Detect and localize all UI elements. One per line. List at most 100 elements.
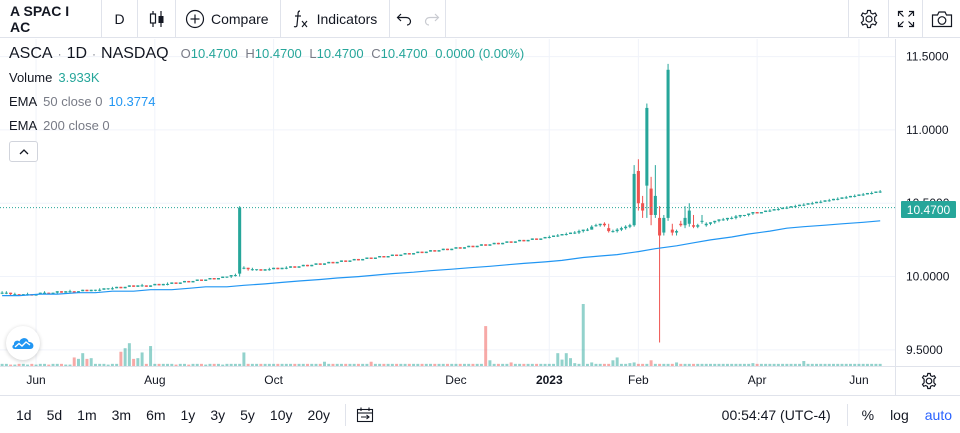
fullscreen-button[interactable]: [888, 0, 922, 38]
indicators-button[interactable]: Indicators: [281, 0, 391, 38]
candle-body: [683, 217, 687, 226]
volume-bar: [407, 363, 411, 366]
volume-bar: [853, 363, 857, 366]
volume-bar: [802, 361, 806, 366]
volume-bar: [768, 363, 772, 366]
candle-body: [539, 238, 543, 240]
time-tick-label: Aug: [144, 373, 165, 387]
candle-body: [649, 188, 653, 215]
settings-button[interactable]: [848, 0, 888, 38]
volume-bar: [106, 364, 110, 366]
tradingview-logo[interactable]: [6, 326, 40, 360]
candle-body: [407, 253, 411, 255]
compare-button[interactable]: Compare: [176, 0, 281, 38]
volume-bar: [327, 363, 331, 366]
candle-body: [250, 269, 254, 271]
volume-bar: [632, 362, 636, 366]
chart-type-button[interactable]: [138, 0, 176, 38]
volume-bar: [598, 363, 602, 366]
range-20y[interactable]: 20y: [307, 406, 331, 423]
range-1d[interactable]: 1d: [16, 406, 32, 423]
candle-body: [458, 247, 462, 249]
candle-body: [594, 225, 598, 227]
candle-body: [161, 283, 165, 286]
volume-bar: [17, 363, 21, 366]
candle-body: [526, 239, 530, 242]
candle-body: [713, 220, 717, 223]
volume-bar: [848, 363, 852, 366]
candle-body: [17, 294, 21, 296]
volume-bar: [132, 358, 136, 366]
volume-bar: [221, 364, 225, 366]
snapshot-button[interactable]: [922, 0, 960, 38]
range-1y[interactable]: 1y: [180, 406, 196, 423]
candle-body: [365, 257, 369, 259]
compare-label: Compare: [211, 10, 269, 27]
candle-body: [624, 226, 628, 229]
legend-collapse-button[interactable]: [9, 141, 38, 162]
candle-body: [535, 238, 539, 240]
candle-body: [708, 222, 713, 224]
range-3m[interactable]: 3m: [111, 406, 132, 423]
range-10y[interactable]: 10y: [269, 406, 293, 423]
time-scale-labels[interactable]: Jun Aug Oct Dec 2023 Feb Apr Jun: [26, 373, 868, 387]
volume-bar: [386, 363, 390, 366]
volume-bar: [399, 363, 403, 366]
volume-bar: [289, 363, 293, 366]
candle-body: [199, 279, 204, 281]
interval-button[interactable]: D: [102, 0, 138, 38]
candle-body: [403, 253, 407, 255]
candle-body: [819, 201, 823, 203]
candle-body: [153, 283, 157, 286]
legend-volume-row[interactable]: Volume 3.933K: [9, 65, 524, 89]
volume-bar: [738, 363, 742, 366]
volume-bar: [119, 351, 123, 366]
candle-body: [768, 210, 772, 212]
volume-bar: [441, 363, 445, 366]
ema50-value: 10.3774: [108, 93, 156, 109]
range-3y[interactable]: 3y: [210, 406, 226, 423]
volume-bar: [526, 363, 530, 366]
volume-bar: [420, 363, 424, 366]
symbol-search-button[interactable]: A SPAC I AC: [0, 0, 102, 38]
candle-body: [662, 217, 666, 233]
volume-bar: [471, 363, 475, 366]
clock-time[interactable]: 00:54:47 (UTC-4): [722, 404, 848, 426]
volume-bar: [187, 364, 191, 366]
candle-body: [725, 217, 729, 220]
candle-body: [484, 244, 488, 246]
axis-settings-button[interactable]: [920, 372, 938, 390]
candle-body: [4, 292, 8, 294]
legend-title[interactable]: ASCA · 1D · NASDAQ: [9, 45, 169, 62]
bottom-toolbar: 1d 5d 1m 3m 6m 1y 3y 5y 10y 20y 00:54:47…: [0, 395, 960, 433]
volume-bar: [369, 361, 373, 366]
volume-bar: [352, 363, 356, 366]
candle-body: [467, 245, 471, 248]
candle-body: [568, 232, 573, 235]
log-toggle[interactable]: log: [890, 407, 909, 423]
candle-body: [9, 292, 13, 295]
candle-body: [369, 257, 373, 259]
percent-toggle[interactable]: %: [861, 407, 875, 423]
candle-body: [831, 198, 836, 201]
candle-body: [738, 214, 742, 217]
calendar-range-icon[interactable]: [356, 407, 374, 423]
redo-icon[interactable]: [424, 12, 440, 26]
undo-icon[interactable]: [396, 12, 412, 26]
volume-bar: [429, 363, 433, 366]
auto-toggle[interactable]: auto: [924, 407, 952, 423]
candle-body: [857, 194, 861, 196]
range-5d[interactable]: 5d: [46, 406, 63, 423]
legend-ema200-row[interactable]: EMA 200 close 0: [9, 113, 524, 137]
legend-ema50-row[interactable]: EMA 50 close 0 10.3774: [9, 89, 524, 113]
volume-bar: [573, 363, 577, 366]
range-5y[interactable]: 5y: [240, 406, 255, 423]
range-6m[interactable]: 6m: [146, 406, 166, 423]
volume-bar: [293, 363, 297, 366]
candle-body: [653, 195, 657, 215]
range-1m[interactable]: 1m: [77, 406, 97, 423]
candle-body: [806, 203, 810, 205]
candle-body: [85, 289, 89, 292]
volume-bar: [501, 363, 505, 366]
